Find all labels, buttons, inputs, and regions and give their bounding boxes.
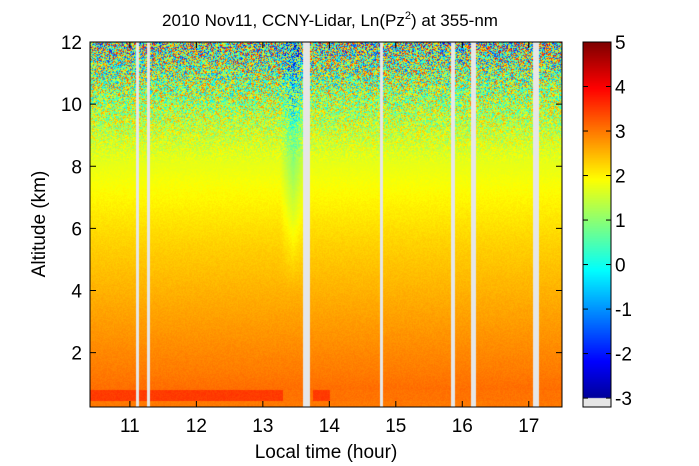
plot-frame bbox=[89, 41, 563, 408]
colorbar-frame bbox=[582, 41, 612, 408]
y-tick-label: 2 bbox=[71, 344, 82, 365]
y-tick-label: 12 bbox=[61, 33, 82, 54]
x-tick-label: 12 bbox=[186, 416, 207, 437]
colorbar-tick-label: -2 bbox=[615, 345, 632, 366]
x-tick-label: 17 bbox=[518, 416, 539, 437]
y-tick-label: 6 bbox=[71, 219, 82, 240]
x-tick-label: 14 bbox=[319, 416, 341, 437]
x-tick-label: 16 bbox=[452, 416, 473, 437]
colorbar-image bbox=[583, 42, 611, 407]
colorbar-tick-label: -1 bbox=[615, 300, 632, 321]
colorbar-tick-label: 5 bbox=[615, 33, 626, 54]
x-axis: 11 12 13 14 15 16 17 bbox=[120, 42, 539, 437]
title-main: 2010 Nov11, CCNY-Lidar, Ln(Pz bbox=[162, 11, 405, 30]
y-axis-title: Altitude (km) bbox=[29, 171, 50, 278]
chart-title: 2010 Nov11, CCNY-Lidar, Ln(Pz2) at 355-n… bbox=[162, 10, 498, 30]
y-axis: 2 4 6 8 10 12 bbox=[61, 33, 562, 365]
x-tick-label: 11 bbox=[120, 416, 140, 437]
y-tick-label: 4 bbox=[71, 282, 82, 303]
colorbar-tick-label: 3 bbox=[615, 122, 626, 143]
colorbar-axis: 5 4 3 2 1 0 -1 -2 -3 bbox=[583, 33, 632, 410]
title-tail: ) at 355-nm bbox=[411, 11, 498, 30]
colorbar-tick-label: 4 bbox=[615, 78, 626, 99]
colorbar-tick-label: -3 bbox=[615, 389, 632, 410]
x-tick-label: 13 bbox=[252, 416, 273, 437]
x-axis-title: Local time (hour) bbox=[255, 442, 398, 463]
colorbar-tick-label: 1 bbox=[615, 211, 626, 232]
title-superscript: 2 bbox=[405, 10, 411, 22]
heatmap-image bbox=[90, 42, 562, 407]
y-tick-label: 8 bbox=[71, 157, 82, 178]
y-tick-label: 10 bbox=[61, 95, 82, 116]
x-tick-label: 15 bbox=[385, 416, 406, 437]
colorbar-tick-label: 2 bbox=[615, 167, 626, 188]
colorbar-tick-label: 0 bbox=[615, 256, 626, 277]
